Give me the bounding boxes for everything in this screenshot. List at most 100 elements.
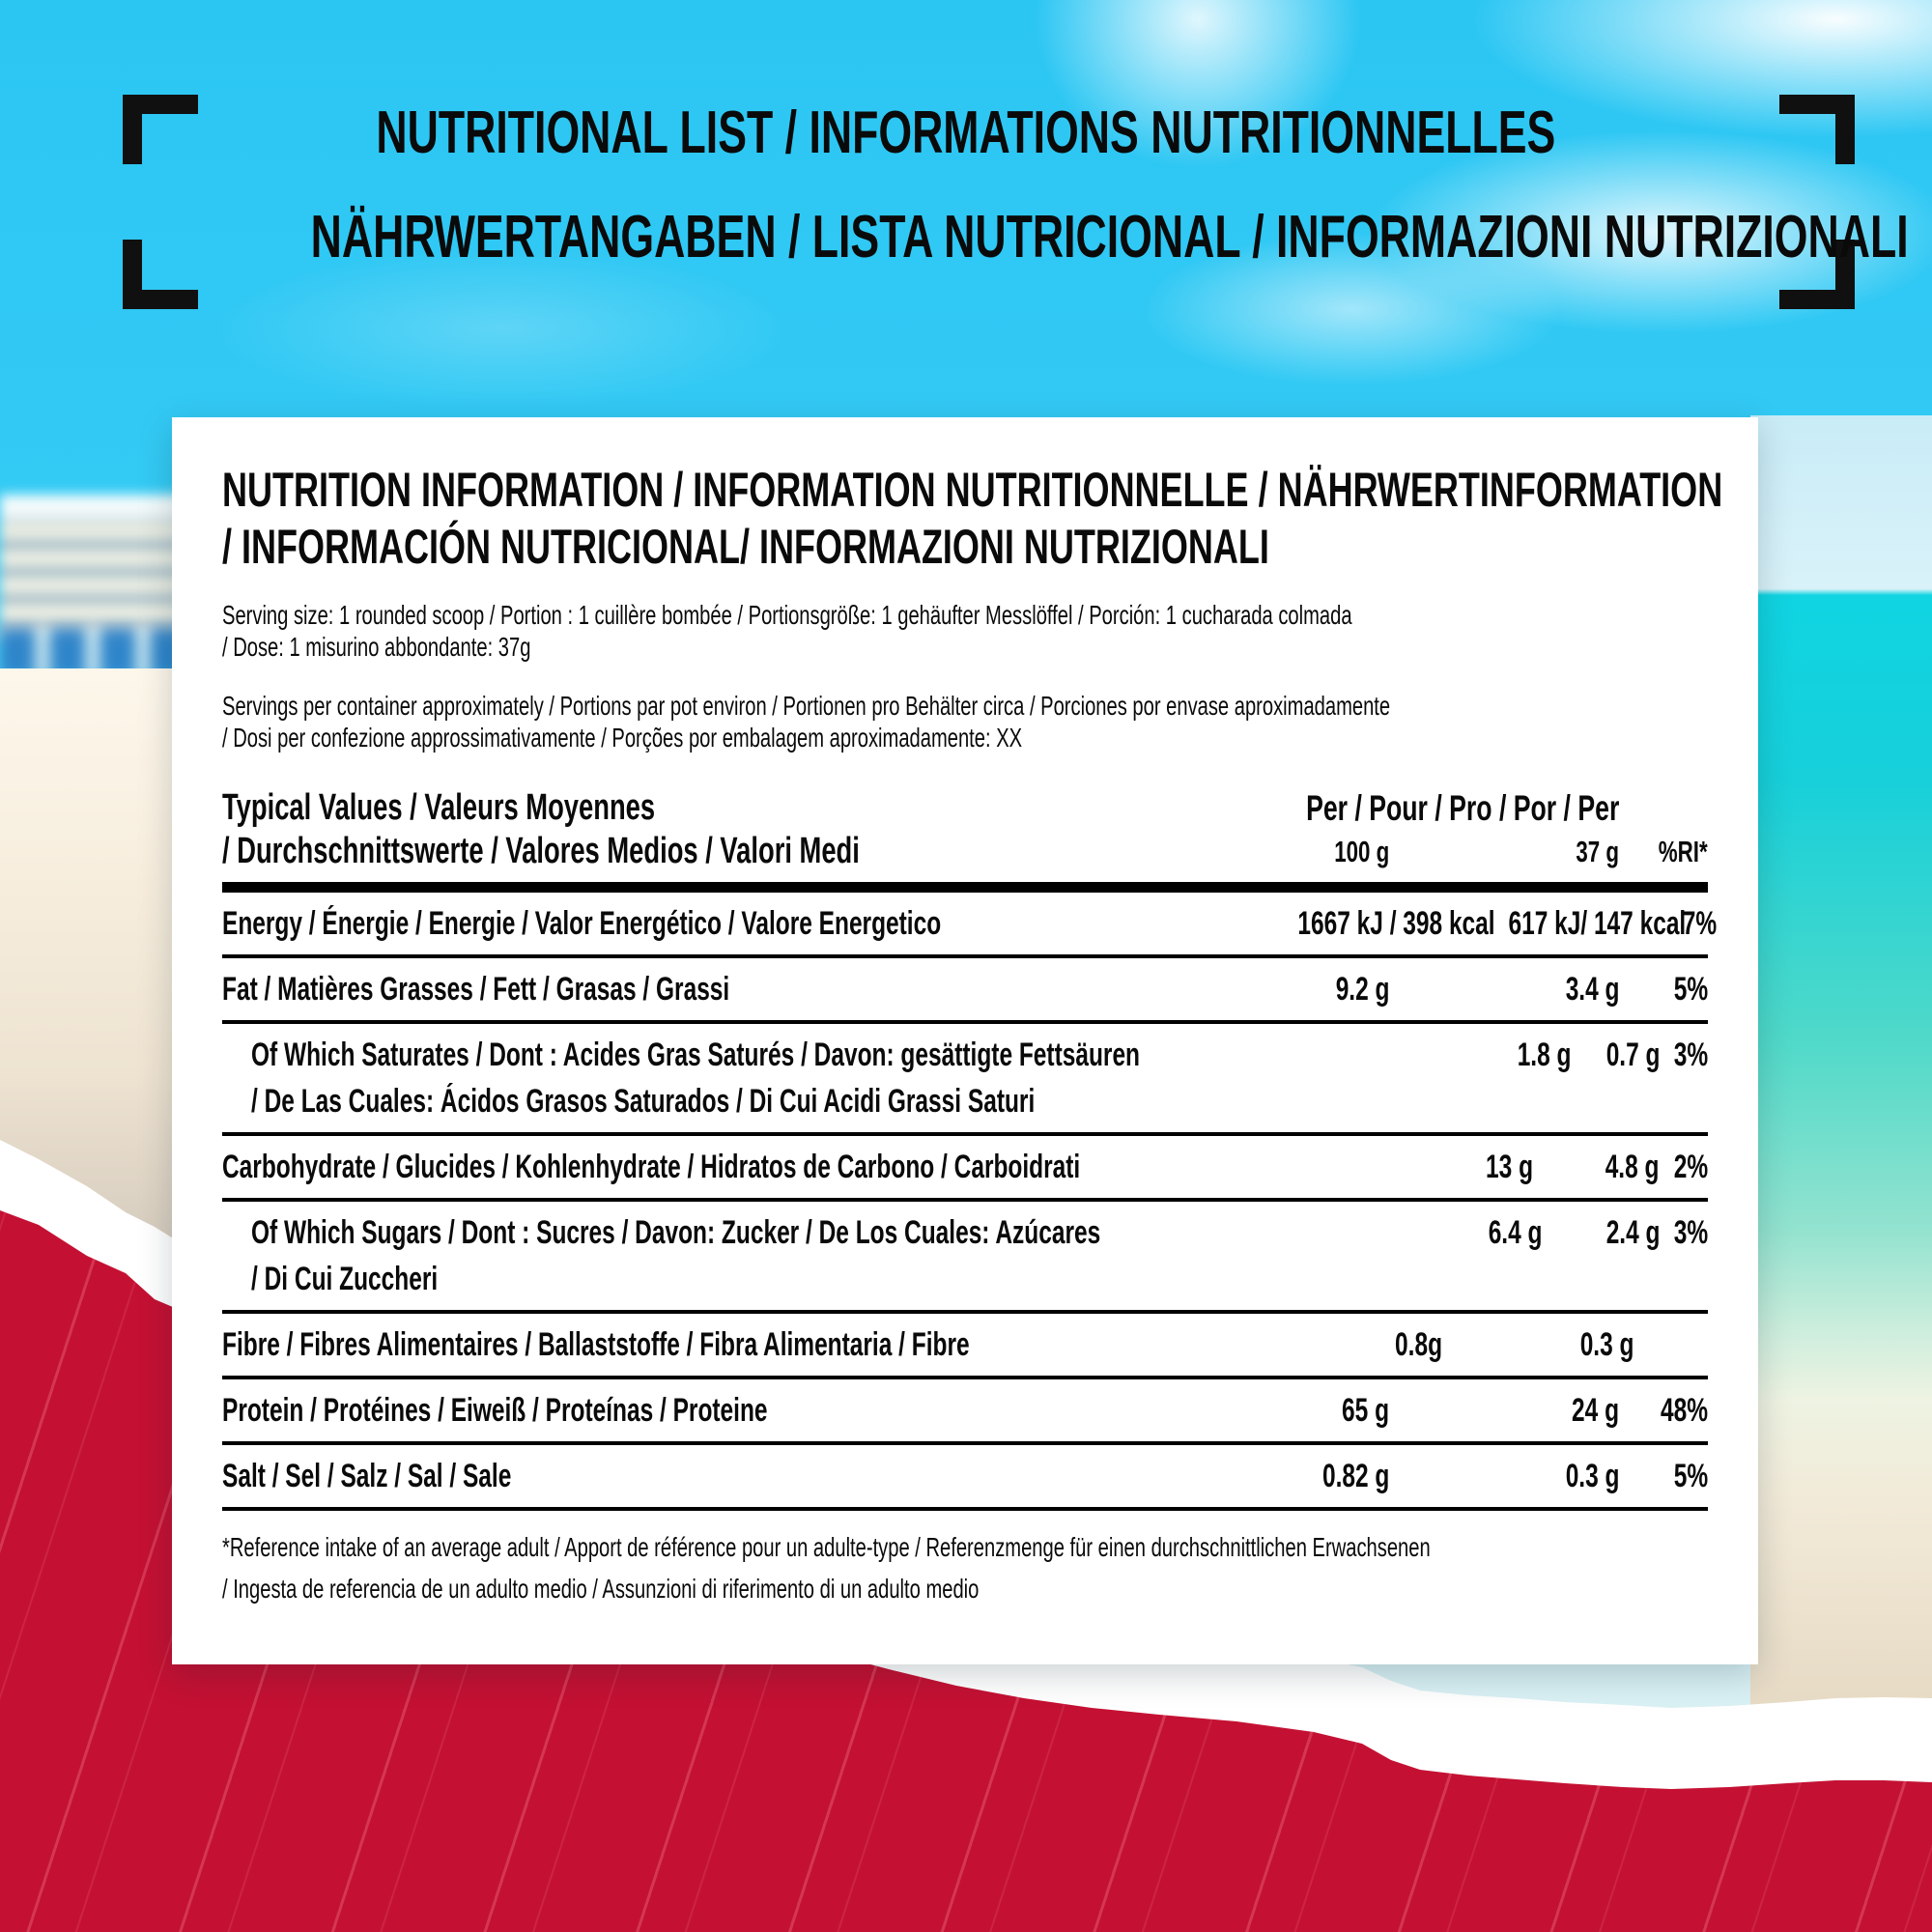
frame-bracket-bottom-left — [123, 240, 198, 309]
row-value-ri: 3% — [1661, 1209, 1708, 1256]
row-value-text: 3% — [1673, 1037, 1708, 1073]
row-value-ri: 48% — [1619, 1387, 1708, 1434]
row-label: Of Which Sugars / Dont : Sucres / Davon:… — [222, 1209, 1431, 1302]
typical-values-line-1: Typical Values / Valeurs Moyennes — [222, 787, 656, 828]
frame-bracket-top-right — [1779, 95, 1855, 164]
column-header-37g: 37 g — [1576, 835, 1619, 868]
row-value-per_100g: 13 g — [1414, 1144, 1534, 1190]
row-value-ri: 5% — [1619, 1453, 1708, 1499]
row-value-text: 5% — [1673, 1458, 1708, 1494]
row-label-line: Of Which Sugars / Dont : Sucres / Davon:… — [251, 1214, 1101, 1251]
beach-buildings — [0, 495, 184, 639]
row-value-text: 65 g — [1342, 1392, 1389, 1429]
table-row: Fat / Matières Grasses / Fett / Grasas /… — [222, 958, 1708, 1024]
row-value-per_37g: 0.7 g — [1571, 1032, 1661, 1078]
table-rows: Energy / Énergie / Energie / Valor Energ… — [222, 893, 1717, 1511]
row-value-text: 0.3 g — [1565, 1458, 1619, 1494]
typical-values-heading: Typical Values / Valeurs Moyennes / Durc… — [222, 786, 1171, 873]
servings-line-1: Servings per container approximately / P… — [222, 691, 1391, 721]
per-columns-heading: Per / Pour / Pro / Por / Per 100 g 37 g … — [1171, 786, 1708, 872]
row-label-line: / De Las Cuales: Ácidos Grasos Saturados… — [251, 1083, 1036, 1120]
per-heading: Per / Pour / Pro / Por / Per — [1305, 788, 1619, 828]
servings-per-container-text: Servings per container approximately / P… — [222, 690, 1708, 753]
column-header-ri: %RI* — [1659, 835, 1708, 868]
table-header: Typical Values / Valeurs Moyennes / Durc… — [222, 786, 1708, 873]
row-value-per_37g: 4.8 g — [1533, 1144, 1660, 1190]
row-value-per_37g: 0.3 g — [1442, 1321, 1634, 1368]
row-value-text: 5% — [1673, 971, 1708, 1008]
row-value-per_100g: 65 g — [1171, 1387, 1389, 1434]
row-value-text: 1667 kJ / 398 kcal — [1297, 905, 1495, 942]
row-value-ri: 3% — [1661, 1032, 1708, 1078]
row-label-line: Of Which Saturates / Dont : Acides Gras … — [251, 1037, 1141, 1073]
row-value-text: 617 kJ/ 147 kcal — [1508, 905, 1686, 942]
row-value-ri: 7% — [1669, 900, 1717, 947]
page-title: NUTRITIONAL LIST / INFORMATIONS NUTRITIO… — [0, 81, 1932, 290]
table-row: Carbohydrate / Glucides / Kohlenhydrate … — [222, 1136, 1708, 1202]
row-value-text: 4.8 g — [1605, 1149, 1660, 1185]
table-row: Protein / Protéines / Eiweiß / Proteínas… — [222, 1379, 1708, 1445]
row-value-text: 2.4 g — [1606, 1214, 1661, 1251]
row-value-per_100g: 9.2 g — [1171, 966, 1389, 1012]
row-label: Energy / Énergie / Energie / Valor Energ… — [222, 900, 1221, 947]
row-label-line: Fat / Matières Grasses / Fett / Grasas /… — [222, 971, 730, 1008]
row-value-text: 13 g — [1486, 1149, 1534, 1185]
row-value-text: 7% — [1682, 905, 1717, 942]
row-label-line: Salt / Sel / Salz / Sal / Sale — [222, 1458, 512, 1494]
row-label: Protein / Protéines / Eiweiß / Proteínas… — [222, 1387, 1171, 1434]
row-value-text: 3% — [1673, 1214, 1708, 1251]
row-value-per_37g: 0.3 g — [1389, 1453, 1619, 1499]
row-value-text: 2% — [1673, 1149, 1708, 1185]
row-label: Carbohydrate / Glucides / Kohlenhydrate … — [222, 1144, 1414, 1190]
nutrition-card: NUTRITION INFORMATION / INFORMATION NUTR… — [172, 417, 1758, 1664]
serving-size-line-1: Serving size: 1 rounded scoop / Portion … — [222, 600, 1352, 630]
row-label-line: Fibre / Fibres Alimentaires / Ballaststo… — [222, 1326, 970, 1363]
row-value-per_37g: 2.4 g — [1543, 1209, 1661, 1256]
row-label-line: / Di Cui Zuccheri — [251, 1261, 439, 1297]
servings-line-2: / Dosi per confezione approssimativament… — [222, 723, 1023, 753]
row-value-text: 6.4 g — [1489, 1214, 1543, 1251]
row-value-per_100g: 1.8 g — [1486, 1032, 1571, 1078]
row-value-text: 9.2 g — [1335, 971, 1389, 1008]
row-value-text: 24 g — [1572, 1392, 1619, 1429]
serving-size-text: Serving size: 1 rounded scoop / Portion … — [222, 599, 1708, 663]
card-heading-line-1: NUTRITION INFORMATION / INFORMATION NUTR… — [222, 463, 1723, 517]
row-value-ri: 5% — [1619, 966, 1708, 1012]
row-value-text: 0.3 g — [1579, 1326, 1634, 1363]
page-title-line-2: NÄHRWERTANGABEN / LISTA NUTRICIONAL / IN… — [310, 204, 1909, 270]
row-label-line: Carbohydrate / Glucides / Kohlenhydrate … — [222, 1149, 1081, 1185]
table-row: Of Which Saturates / Dont : Acides Gras … — [222, 1024, 1708, 1136]
page-title-line-1: NUTRITIONAL LIST / INFORMATIONS NUTRITIO… — [376, 99, 1556, 166]
sea-right — [1750, 415, 1932, 1710]
table-row: Fibre / Fibres Alimentaires / Ballaststo… — [222, 1314, 1708, 1379]
row-value-per_37g: 3.4 g — [1389, 966, 1619, 1012]
row-label-line: Energy / Énergie / Energie / Valor Energ… — [222, 905, 942, 942]
row-label-line: Protein / Protéines / Eiweiß / Proteínas… — [222, 1392, 768, 1429]
card-heading-line-2: / INFORMACIÓN NUTRICIONAL/ INFORMAZIONI … — [222, 520, 1269, 574]
card-heading: NUTRITION INFORMATION / INFORMATION NUTR… — [222, 462, 1722, 576]
row-value-per_100g: 6.4 g — [1431, 1209, 1543, 1256]
table-row: Of Which Sugars / Dont : Sucres / Davon:… — [222, 1202, 1708, 1314]
frame-bracket-bottom-right — [1779, 240, 1855, 309]
row-value-text: 0.8g — [1394, 1326, 1442, 1363]
row-label: Of Which Saturates / Dont : Acides Gras … — [222, 1032, 1486, 1124]
frame-bracket-top-left — [123, 95, 198, 164]
reference-intake-footnote: *Reference intake of an average adult / … — [222, 1526, 1708, 1609]
row-value-per_37g: 24 g — [1389, 1387, 1619, 1434]
typical-values-line-2: / Durchschnittswerte / Valores Medios / … — [222, 831, 860, 871]
row-value-text: 1.8 g — [1517, 1037, 1571, 1073]
row-value-per_100g: 0.8g — [1260, 1321, 1442, 1368]
row-value-text: 3.4 g — [1565, 971, 1619, 1008]
row-value-text: 0.7 g — [1606, 1037, 1661, 1073]
row-value-ri: 2% — [1660, 1144, 1708, 1190]
row-value-per_100g: 0.82 g — [1171, 1453, 1389, 1499]
column-header-100g: 100 g — [1333, 835, 1389, 868]
row-value-ri — [1634, 1321, 1708, 1368]
beach-umbrellas — [0, 628, 184, 676]
table-row: Salt / Sel / Salz / Sal / Sale 0.82 g 0.3 … — [222, 1445, 1708, 1511]
row-value-per_100g: 1667 kJ / 398 kcal — [1221, 900, 1494, 947]
beach-sand-left — [0, 668, 184, 1248]
row-label: Fat / Matières Grasses / Fett / Grasas /… — [222, 966, 1171, 1012]
row-value-text: 0.82 g — [1321, 1458, 1389, 1494]
